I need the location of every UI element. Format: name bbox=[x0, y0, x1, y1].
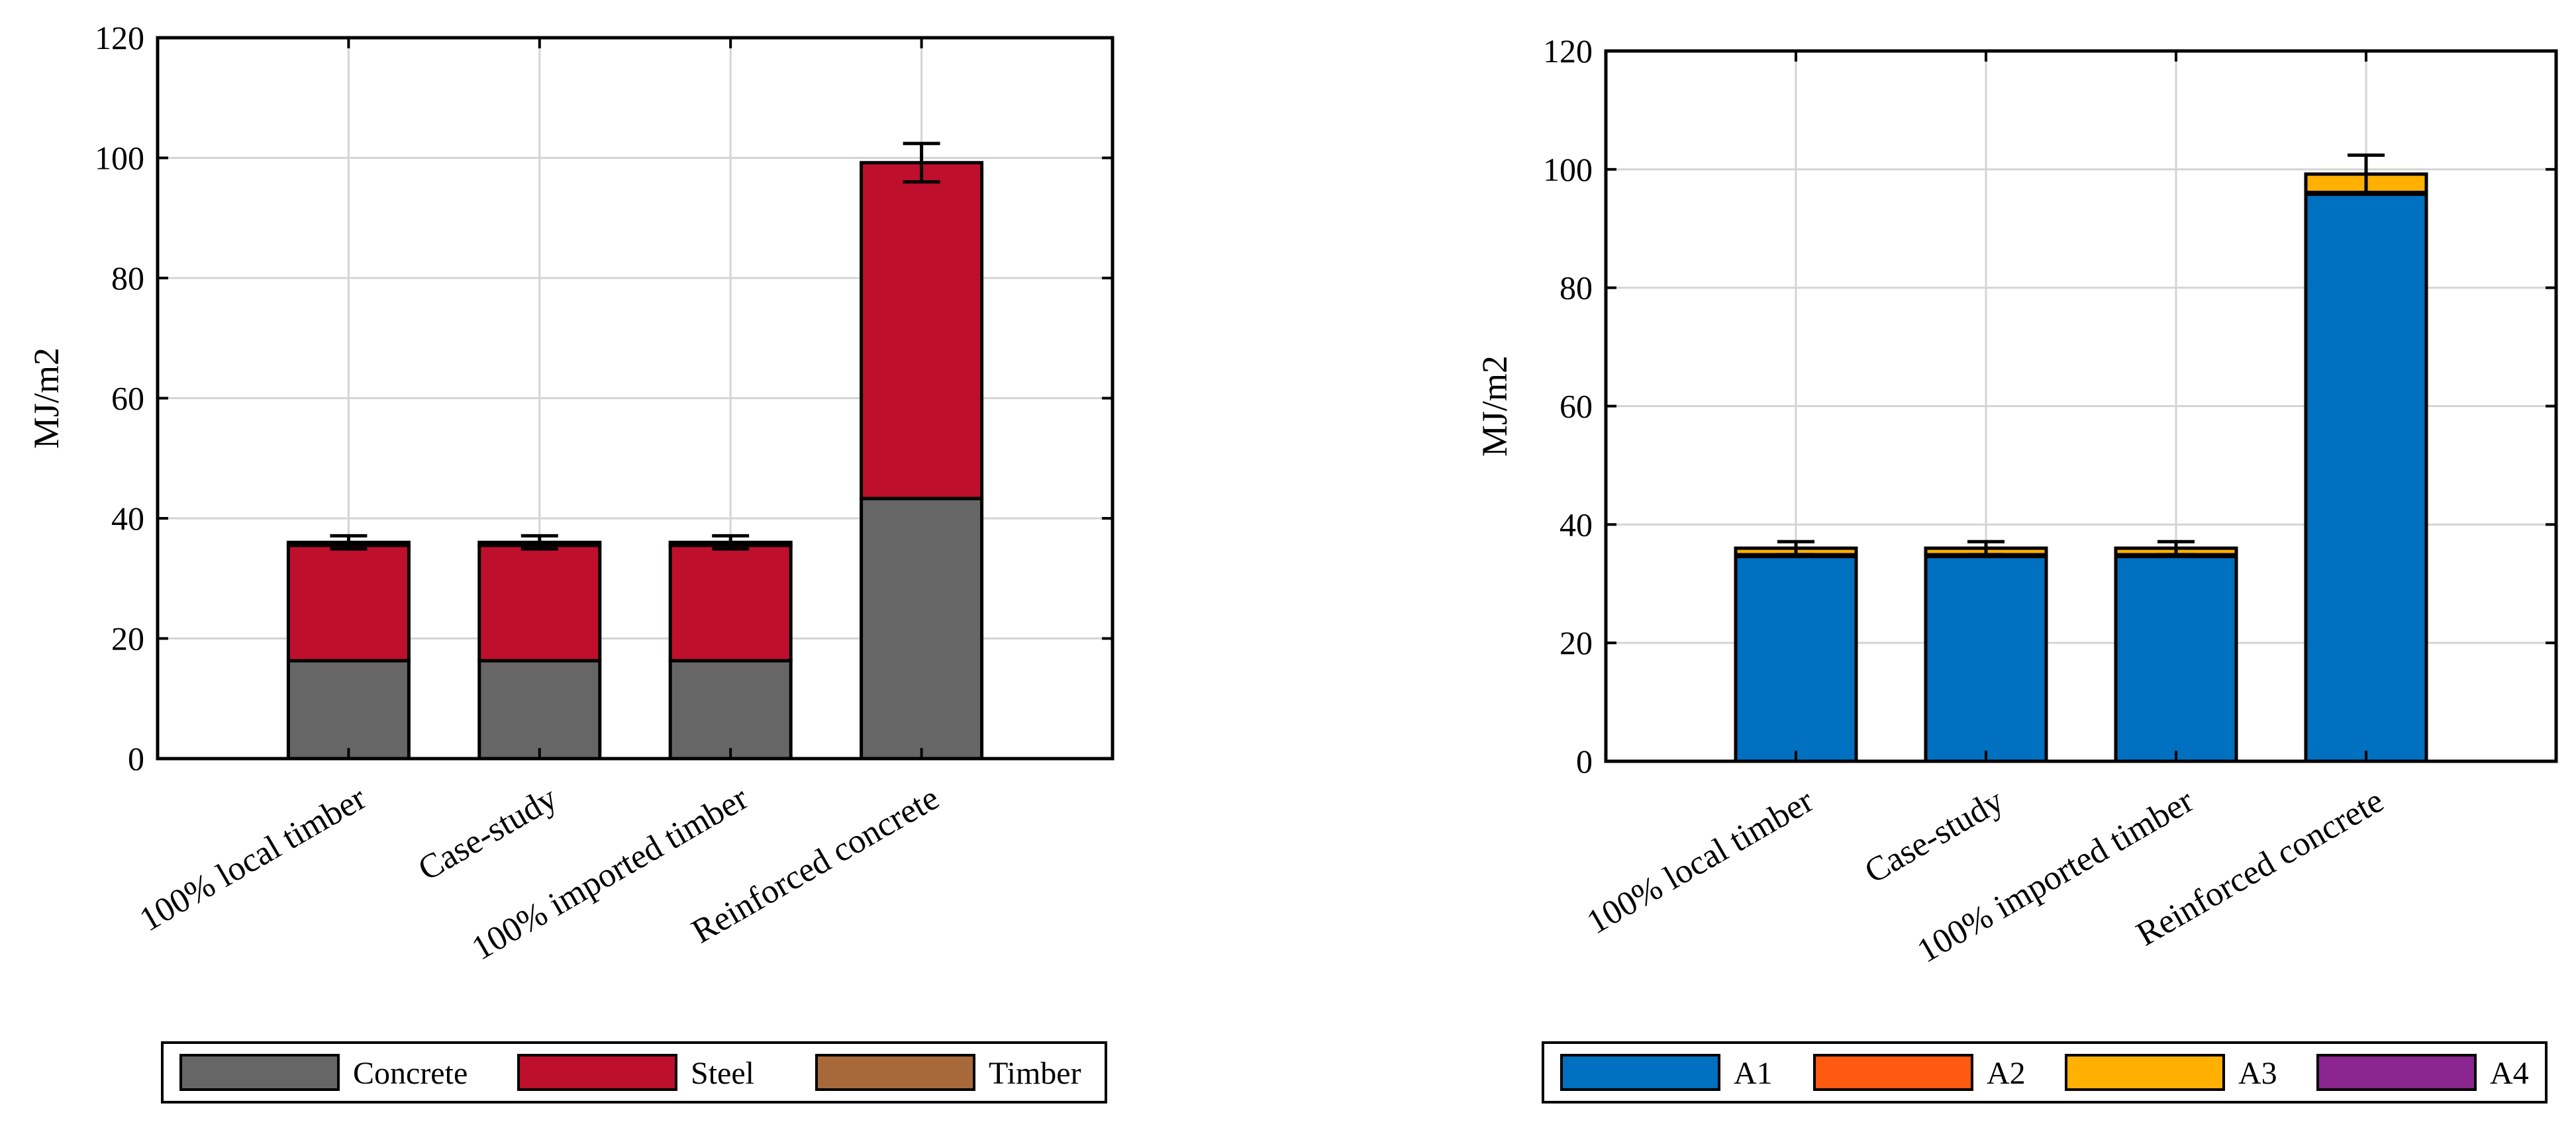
bar-concrete-0 bbox=[286, 659, 411, 761]
bar-a1-2 bbox=[2114, 555, 2238, 763]
legend-label-timber: Timber bbox=[989, 1056, 1081, 1091]
y-tick-label: 120 bbox=[1543, 32, 1593, 70]
legend-label-a1: A1 bbox=[1734, 1056, 1773, 1091]
bar-concrete-1 bbox=[477, 659, 602, 761]
legend-swatch-steel bbox=[517, 1054, 677, 1091]
bar-concrete-2 bbox=[668, 659, 793, 761]
bar-a1-0 bbox=[1734, 555, 1858, 763]
x-tick-label: 100% local timber bbox=[1581, 782, 1820, 941]
y-tick-label: 80 bbox=[111, 259, 144, 297]
y-tick-label: 20 bbox=[111, 620, 144, 657]
y-tick-label: 40 bbox=[111, 500, 144, 537]
y-tick-label: 60 bbox=[111, 380, 144, 417]
legend-label-a2: A2 bbox=[1987, 1056, 2026, 1091]
legend-label-steel: Steel bbox=[691, 1056, 754, 1091]
bar-concrete-3 bbox=[860, 496, 984, 761]
x-tick-label: Case-study bbox=[1858, 782, 2010, 891]
y-axis-label: MJ/m2 bbox=[1475, 355, 1514, 457]
legend-label-concrete: Concrete bbox=[353, 1056, 468, 1091]
legend: A1 A2 A3 A4 bbox=[1542, 1041, 2548, 1104]
y-tick-label: 20 bbox=[1560, 624, 1593, 661]
y-tick-label: 0 bbox=[128, 740, 144, 777]
legend-label-a3: A3 bbox=[2238, 1056, 2277, 1091]
legend-swatch-a3 bbox=[2065, 1054, 2225, 1091]
x-tick-label: Case-study bbox=[412, 779, 564, 888]
y-tick-label: 60 bbox=[1560, 388, 1593, 425]
chart-right-energy-by-stage: 0 20 40 60 80 100 120 100% local timber Case-stu… bbox=[1475, 32, 2558, 1104]
bar-a1-3 bbox=[2304, 192, 2428, 763]
bar-steel-1 bbox=[477, 543, 602, 663]
y-tick-label: 120 bbox=[95, 19, 144, 56]
legend-swatch-a4 bbox=[2316, 1054, 2477, 1091]
chart-left-energy-by-material: 0 20 40 60 80 100 120 100% local timber Case-stu… bbox=[26, 19, 1115, 1104]
y-axis-label: MJ/m2 bbox=[26, 348, 66, 449]
x-tick-label: 100% local timber bbox=[133, 779, 372, 939]
legend-label-a4: A4 bbox=[2490, 1056, 2529, 1091]
bar-steel-2 bbox=[668, 543, 793, 663]
y-tick-label: 40 bbox=[1560, 506, 1593, 543]
bar-steel-0 bbox=[286, 543, 411, 663]
y-tick-label: 100 bbox=[1543, 151, 1593, 188]
y-tick-label: 80 bbox=[1560, 269, 1593, 306]
bar-a1-1 bbox=[1924, 555, 2048, 763]
bar-steel-3 bbox=[860, 161, 984, 500]
legend-swatch-timber bbox=[815, 1054, 975, 1091]
legend-swatch-a2 bbox=[1813, 1054, 1973, 1091]
legend-swatch-concrete bbox=[179, 1054, 340, 1091]
legend: Concrete Steel Timber bbox=[161, 1041, 1107, 1104]
y-tick-label: 0 bbox=[1576, 743, 1593, 780]
y-tick-label: 100 bbox=[95, 140, 144, 177]
legend-swatch-a1 bbox=[1560, 1054, 1720, 1091]
